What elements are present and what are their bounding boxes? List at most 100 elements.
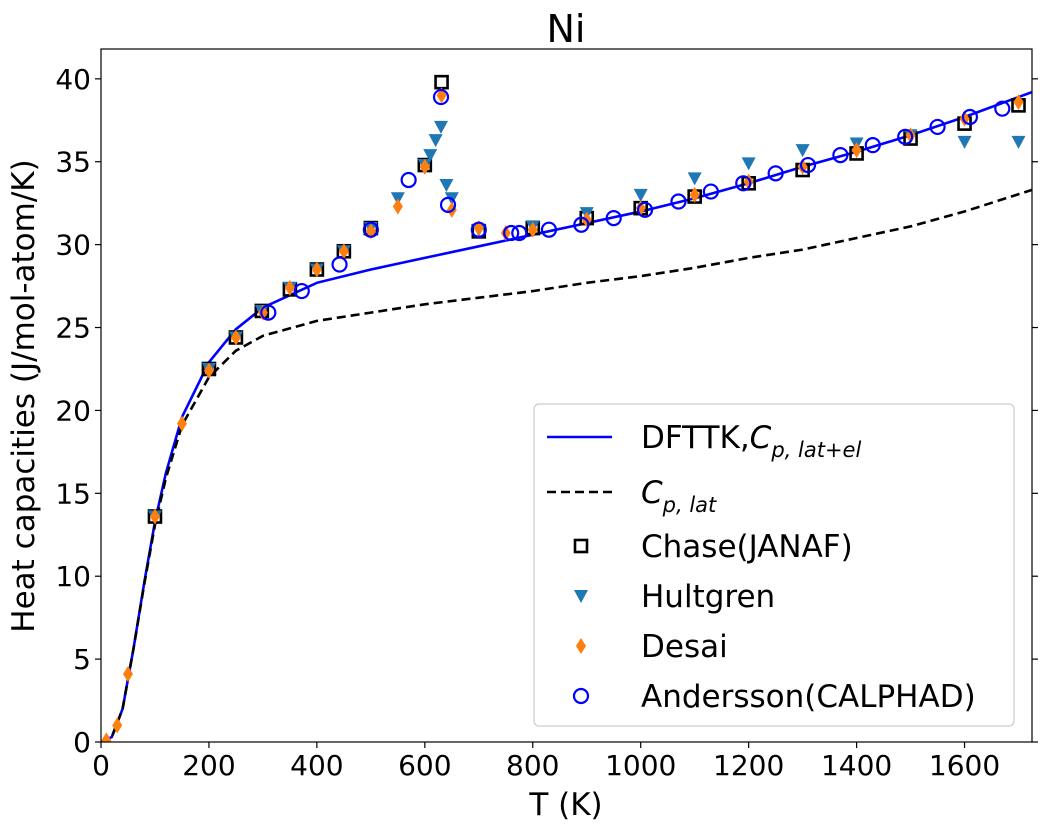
data-point bbox=[1013, 94, 1024, 111]
legend-label: Hultgren bbox=[641, 579, 775, 615]
data-point bbox=[702, 183, 719, 200]
data-point bbox=[670, 193, 687, 210]
data-point bbox=[311, 261, 322, 278]
data-point bbox=[573, 216, 590, 233]
data-point bbox=[540, 221, 558, 238]
x-axis-label: T (K) bbox=[528, 787, 602, 823]
legend-label: Andersson(CALPHAD) bbox=[641, 679, 976, 715]
data-point bbox=[400, 171, 417, 189]
data-point bbox=[527, 221, 538, 238]
legend-item: Chase(JANAF) bbox=[573, 529, 853, 565]
legend-name: Desai bbox=[641, 629, 728, 665]
legend-name: Chase(JANAF) bbox=[641, 529, 853, 565]
data-point bbox=[392, 198, 403, 215]
series-5 bbox=[260, 88, 1011, 321]
legend-label: Cp, lat bbox=[641, 475, 717, 517]
y-tick-label: 25 bbox=[55, 312, 91, 345]
data-point bbox=[260, 304, 277, 321]
data-point bbox=[203, 362, 214, 379]
data-point bbox=[957, 135, 972, 149]
legend-math-base: C bbox=[750, 420, 772, 456]
data-point bbox=[112, 717, 123, 734]
data-point bbox=[419, 158, 430, 175]
x-tick-label: 600 bbox=[398, 749, 451, 782]
data-point bbox=[434, 120, 449, 134]
legend-swatch bbox=[572, 687, 590, 705]
data-point bbox=[636, 201, 654, 218]
data-point bbox=[230, 329, 241, 346]
legend-math-sub: p, lat bbox=[662, 493, 717, 517]
data-point bbox=[961, 108, 979, 126]
data-point bbox=[503, 224, 520, 242]
data-point bbox=[500, 225, 511, 242]
legend-label: DFTTK,Cp, lat+el bbox=[641, 420, 861, 462]
axes-frame bbox=[100, 48, 1033, 743]
data-point bbox=[795, 144, 810, 158]
ticks-layer: 0 200 400 600 800 1000 1200 1400 1600 0 5 10 15 20 25 3… bbox=[55, 63, 1038, 782]
data-point bbox=[689, 186, 700, 203]
chart-title: Ni bbox=[547, 7, 586, 51]
data-point bbox=[633, 188, 648, 202]
data-point bbox=[101, 732, 112, 742]
legend-item: Hultgren bbox=[574, 579, 775, 615]
data-point bbox=[176, 415, 187, 432]
legend-math-base: C bbox=[641, 475, 663, 511]
data-point bbox=[470, 221, 487, 238]
y-tick-label: 5 bbox=[73, 643, 91, 676]
data-point bbox=[735, 175, 752, 192]
data-point bbox=[897, 128, 914, 145]
legend-label: Chase(JANAF) bbox=[641, 529, 853, 565]
legend-swatch bbox=[574, 590, 588, 603]
legend-swatch bbox=[573, 538, 589, 554]
data-point bbox=[439, 196, 457, 213]
y-tick-label: 0 bbox=[73, 726, 91, 759]
y-tick-label: 15 bbox=[55, 477, 91, 510]
data-point bbox=[428, 134, 443, 148]
data-point bbox=[767, 165, 784, 182]
y-tick-label: 35 bbox=[55, 146, 91, 179]
series-4 bbox=[101, 87, 1024, 742]
plot-area: 0 200 400 600 800 1000 1200 1400 1600 0 5 10 15 20 25 3… bbox=[55, 48, 1038, 782]
legend-name: Andersson(CALPHAD) bbox=[641, 679, 976, 715]
x-tick-label: 0 bbox=[92, 749, 110, 782]
legend-item: DFTTK,Cp, lat+el bbox=[547, 420, 861, 462]
legend-item: Andersson(CALPHAD) bbox=[572, 679, 976, 715]
series-line bbox=[101, 188, 1032, 742]
data-point bbox=[331, 256, 348, 273]
y-tick-label: 20 bbox=[55, 394, 91, 427]
data-point bbox=[929, 118, 946, 136]
data-point bbox=[1011, 135, 1026, 149]
data-point bbox=[149, 508, 160, 525]
data-point bbox=[687, 172, 702, 186]
data-point bbox=[439, 178, 454, 192]
data-point bbox=[864, 137, 881, 154]
data-point bbox=[511, 224, 528, 242]
data-point bbox=[362, 221, 379, 238]
legend-label: Desai bbox=[641, 629, 728, 665]
legend-swatch bbox=[576, 638, 586, 654]
data-point bbox=[434, 74, 449, 90]
x-tick-label: 1400 bbox=[821, 749, 892, 782]
data-point bbox=[605, 210, 622, 227]
x-tick-label: 1000 bbox=[605, 749, 676, 782]
x-tick-label: 400 bbox=[290, 749, 343, 782]
data-point bbox=[994, 100, 1011, 117]
data-point bbox=[284, 279, 295, 296]
data-point bbox=[741, 157, 756, 171]
data-point bbox=[257, 304, 268, 321]
x-tick-label: 800 bbox=[506, 749, 559, 782]
y-tick-label: 10 bbox=[55, 560, 91, 593]
series-1 bbox=[101, 188, 1032, 742]
x-tick-label: 1200 bbox=[713, 749, 784, 782]
legend-item: Desai bbox=[576, 629, 728, 665]
legend-item: Cp, lat bbox=[547, 475, 717, 517]
legend-name: Hultgren bbox=[641, 579, 775, 615]
legend-math-sub: p, lat+el bbox=[770, 438, 861, 462]
x-tick-label: 1600 bbox=[929, 749, 1000, 782]
data-point bbox=[799, 156, 817, 174]
data-point bbox=[293, 282, 310, 300]
data-point bbox=[122, 666, 133, 683]
data-point bbox=[832, 147, 849, 164]
y-axis-label: Heat capacities (J/mol-atom/K) bbox=[6, 159, 42, 632]
